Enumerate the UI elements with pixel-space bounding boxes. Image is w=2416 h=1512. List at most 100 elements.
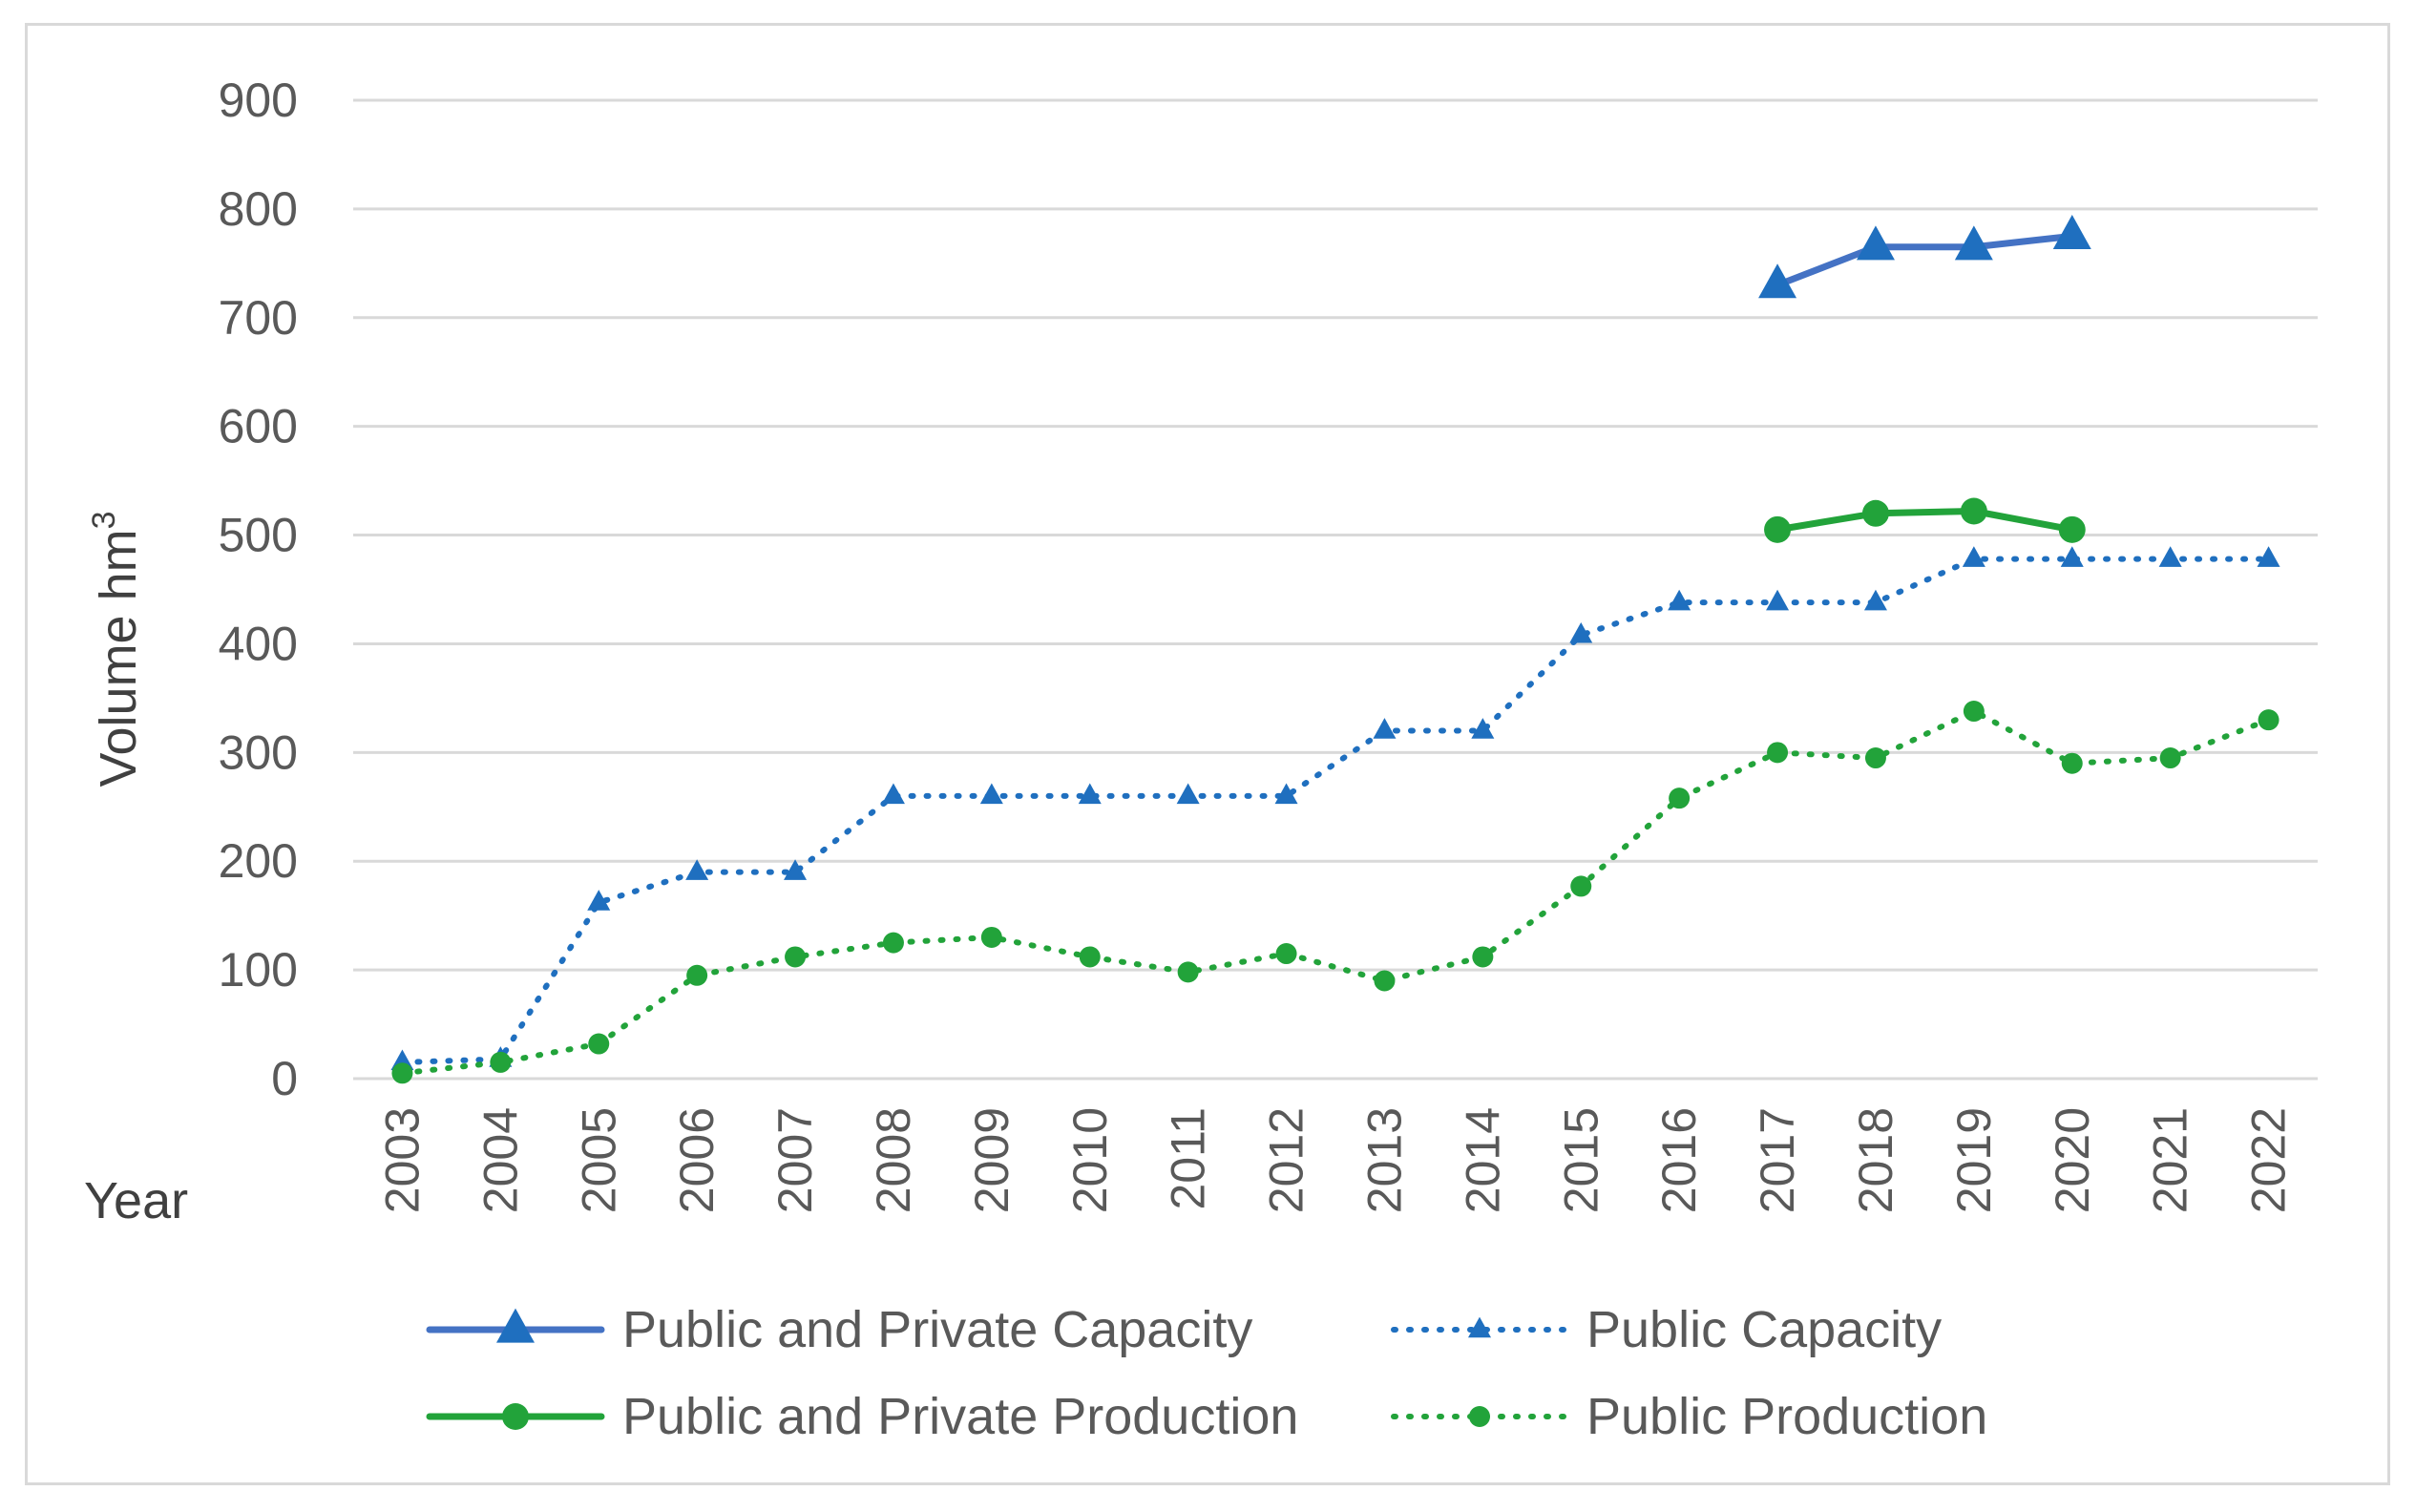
legend-entry: Public and Private Production	[426, 1388, 1298, 1445]
y-tick-label: 500	[219, 509, 298, 562]
data-point	[1570, 875, 1592, 897]
legend-entry: Public Capacity	[1391, 1301, 1942, 1358]
data-point	[588, 1033, 610, 1055]
data-point	[686, 964, 708, 986]
data-point	[1078, 783, 1102, 805]
x-tick-label: 2016	[1652, 1107, 1706, 1213]
data-point	[1079, 946, 1101, 968]
legend-swatch-marker	[1469, 1406, 1490, 1427]
series-public-and-private-production	[1764, 497, 2086, 543]
x-tick-label: 2015	[1554, 1107, 1607, 1213]
legend-swatch-marker	[1468, 1316, 1491, 1338]
x-axis-title: Year	[84, 1172, 188, 1229]
legend-swatch-marker	[502, 1403, 529, 1430]
data-point	[1471, 718, 1495, 739]
data-point	[784, 859, 808, 880]
x-tick-label: 2020	[2046, 1107, 2099, 1213]
data-point	[2060, 546, 2084, 567]
series-line	[1774, 508, 2076, 534]
y-tick-label: 800	[219, 182, 298, 236]
y-tick-label: 700	[219, 291, 298, 345]
series-line	[1774, 232, 2076, 289]
data-point	[881, 783, 905, 805]
x-tick-label: 2022	[2242, 1107, 2296, 1213]
data-point	[685, 859, 709, 880]
x-tick-label: 2004	[473, 1107, 527, 1213]
data-point	[785, 946, 807, 968]
x-tick-label: 2013	[1357, 1107, 1411, 1213]
x-tick-label: 2003	[375, 1107, 429, 1213]
data-point	[2058, 515, 2086, 543]
legend-label: Public Production	[1586, 1388, 1987, 1445]
data-point	[1569, 621, 1593, 643]
series-group	[390, 215, 2280, 1084]
y-tick-label: 300	[219, 725, 298, 779]
y-tick-label: 0	[271, 1052, 298, 1105]
x-tick-label: 2011	[1162, 1107, 1215, 1210]
legend-swatch-marker	[496, 1308, 535, 1343]
data-point	[1668, 589, 1691, 611]
y-tick-label: 600	[219, 400, 298, 453]
series-line	[399, 708, 2272, 1077]
data-point	[490, 1051, 512, 1073]
x-tick-label: 2008	[867, 1107, 920, 1213]
data-point	[1864, 747, 1886, 769]
data-point	[1275, 943, 1297, 965]
x-tick-label: 2017	[1751, 1107, 1804, 1213]
x-tick-label: 2006	[670, 1107, 724, 1213]
gridlines	[353, 98, 2318, 1081]
data-point	[1374, 970, 1396, 992]
data-point	[1176, 783, 1200, 805]
data-point	[2258, 709, 2279, 731]
legend-label: Public and Private Capacity	[622, 1301, 1252, 1358]
x-tick-label: 2021	[2144, 1107, 2197, 1213]
y-axis-title: Volume hm3	[86, 511, 147, 787]
data-point	[1472, 946, 1494, 968]
data-point	[1954, 225, 1993, 261]
data-point	[882, 932, 904, 954]
data-point	[2159, 747, 2181, 769]
y-tick-label: 100	[219, 943, 298, 997]
y-tick-label: 900	[219, 74, 298, 127]
legend-label: Public and Private Production	[622, 1388, 1298, 1445]
data-point	[980, 926, 1002, 948]
data-point	[391, 1062, 413, 1084]
data-point	[1856, 225, 1895, 261]
x-tick-label: 2007	[768, 1107, 822, 1213]
data-point	[2061, 752, 2083, 774]
data-point	[1274, 783, 1298, 805]
data-point	[1764, 515, 1792, 543]
data-point	[2257, 546, 2280, 567]
x-tick-label: 2014	[1456, 1107, 1509, 1213]
y-tick-label: 400	[219, 617, 298, 670]
data-point	[1963, 701, 1985, 723]
data-point	[1766, 589, 1790, 611]
y-tick-label: 200	[219, 834, 298, 888]
legend-label: Public Capacity	[1586, 1301, 1942, 1358]
data-point	[1177, 961, 1199, 983]
x-tick-label: 2012	[1260, 1107, 1313, 1213]
data-point	[1669, 788, 1691, 809]
legend-entry: Public Production	[1391, 1388, 1987, 1445]
x-tick-label: 2005	[572, 1107, 625, 1213]
x-tick-label: 2018	[1849, 1107, 1902, 1213]
series-line	[399, 556, 2272, 1065]
series-public-and-private-capacity	[1758, 215, 2091, 299]
data-point	[1863, 589, 1887, 611]
data-point	[1767, 742, 1789, 764]
x-tick-label: 2010	[1063, 1107, 1117, 1213]
x-tick-label: 2009	[965, 1107, 1019, 1213]
legend-entry: Public and Private Capacity	[426, 1301, 1252, 1358]
data-point	[979, 783, 1003, 805]
data-point	[1758, 263, 1797, 299]
data-point	[1962, 546, 1985, 567]
legend: Public and Private Capacity Public Capaci…	[426, 1301, 1987, 1445]
y-axis-ticks: 0 100 200 300 400 500 600 700 800 900	[219, 74, 298, 1105]
x-axis-ticks: 2003 2004 2005 2006 2007 2008 2009 2010 2011 2012…	[375, 1107, 2295, 1213]
series-public-production	[391, 701, 2279, 1084]
data-point	[2158, 546, 2182, 567]
data-point	[2052, 215, 2091, 250]
data-point	[587, 890, 611, 911]
data-point	[1861, 499, 1889, 527]
